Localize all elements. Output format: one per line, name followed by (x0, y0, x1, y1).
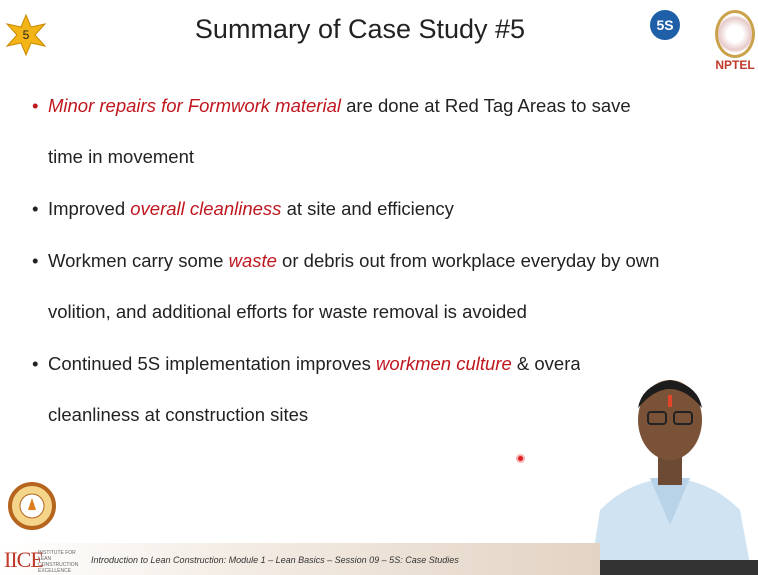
bullet-text: Improved (48, 198, 130, 219)
nptel-text: NPTEL (712, 58, 758, 72)
nptel-logo: NPTEL (712, 10, 758, 72)
emphasis-text: waste (229, 250, 277, 271)
emphasis-text: overall cleanliness (130, 198, 281, 219)
bullet: Continued 5S implementation improves wor… (30, 338, 660, 440)
bullet-text: Continued 5S implementation improves (48, 353, 376, 374)
slide: 5 Summary of Case Study #5 5S NPTEL Mino… (0, 0, 758, 575)
presenter-video (580, 350, 758, 575)
pointer-dot (516, 454, 525, 463)
emphasis-text: workmen culture (376, 353, 512, 374)
bullet-text: Workmen carry some (48, 250, 229, 271)
slide-number-text: 5 (5, 14, 47, 56)
iitm-seal (8, 480, 56, 532)
org-mark: IICE (4, 547, 43, 573)
bullet: Improved overall cleanliness at site and… (30, 183, 660, 234)
nptel-emblem (715, 10, 755, 58)
emphasis-text: Minor repairs for Formwork material (48, 95, 341, 116)
bullet: Minor repairs for Formwork material are … (30, 80, 660, 182)
footer: IICE INSTITUTE FOR LEAN CONSTRUCTION EXC… (0, 543, 600, 575)
bullet: Workmen carry some waste or debris out f… (30, 235, 660, 337)
org-name: INSTITUTE FOR LEAN CONSTRUCTION EXCELLEN… (38, 550, 88, 574)
slide-number: 5 (5, 14, 47, 56)
slide-title: Summary of Case Study #5 (160, 14, 560, 45)
5s-badge: 5S (650, 10, 680, 40)
course-title: Introduction to Lean Construction: Modul… (91, 555, 459, 565)
bullet-text: at site and efficiency (281, 198, 453, 219)
bullet-list: Minor repairs for Formwork material are … (30, 80, 660, 441)
